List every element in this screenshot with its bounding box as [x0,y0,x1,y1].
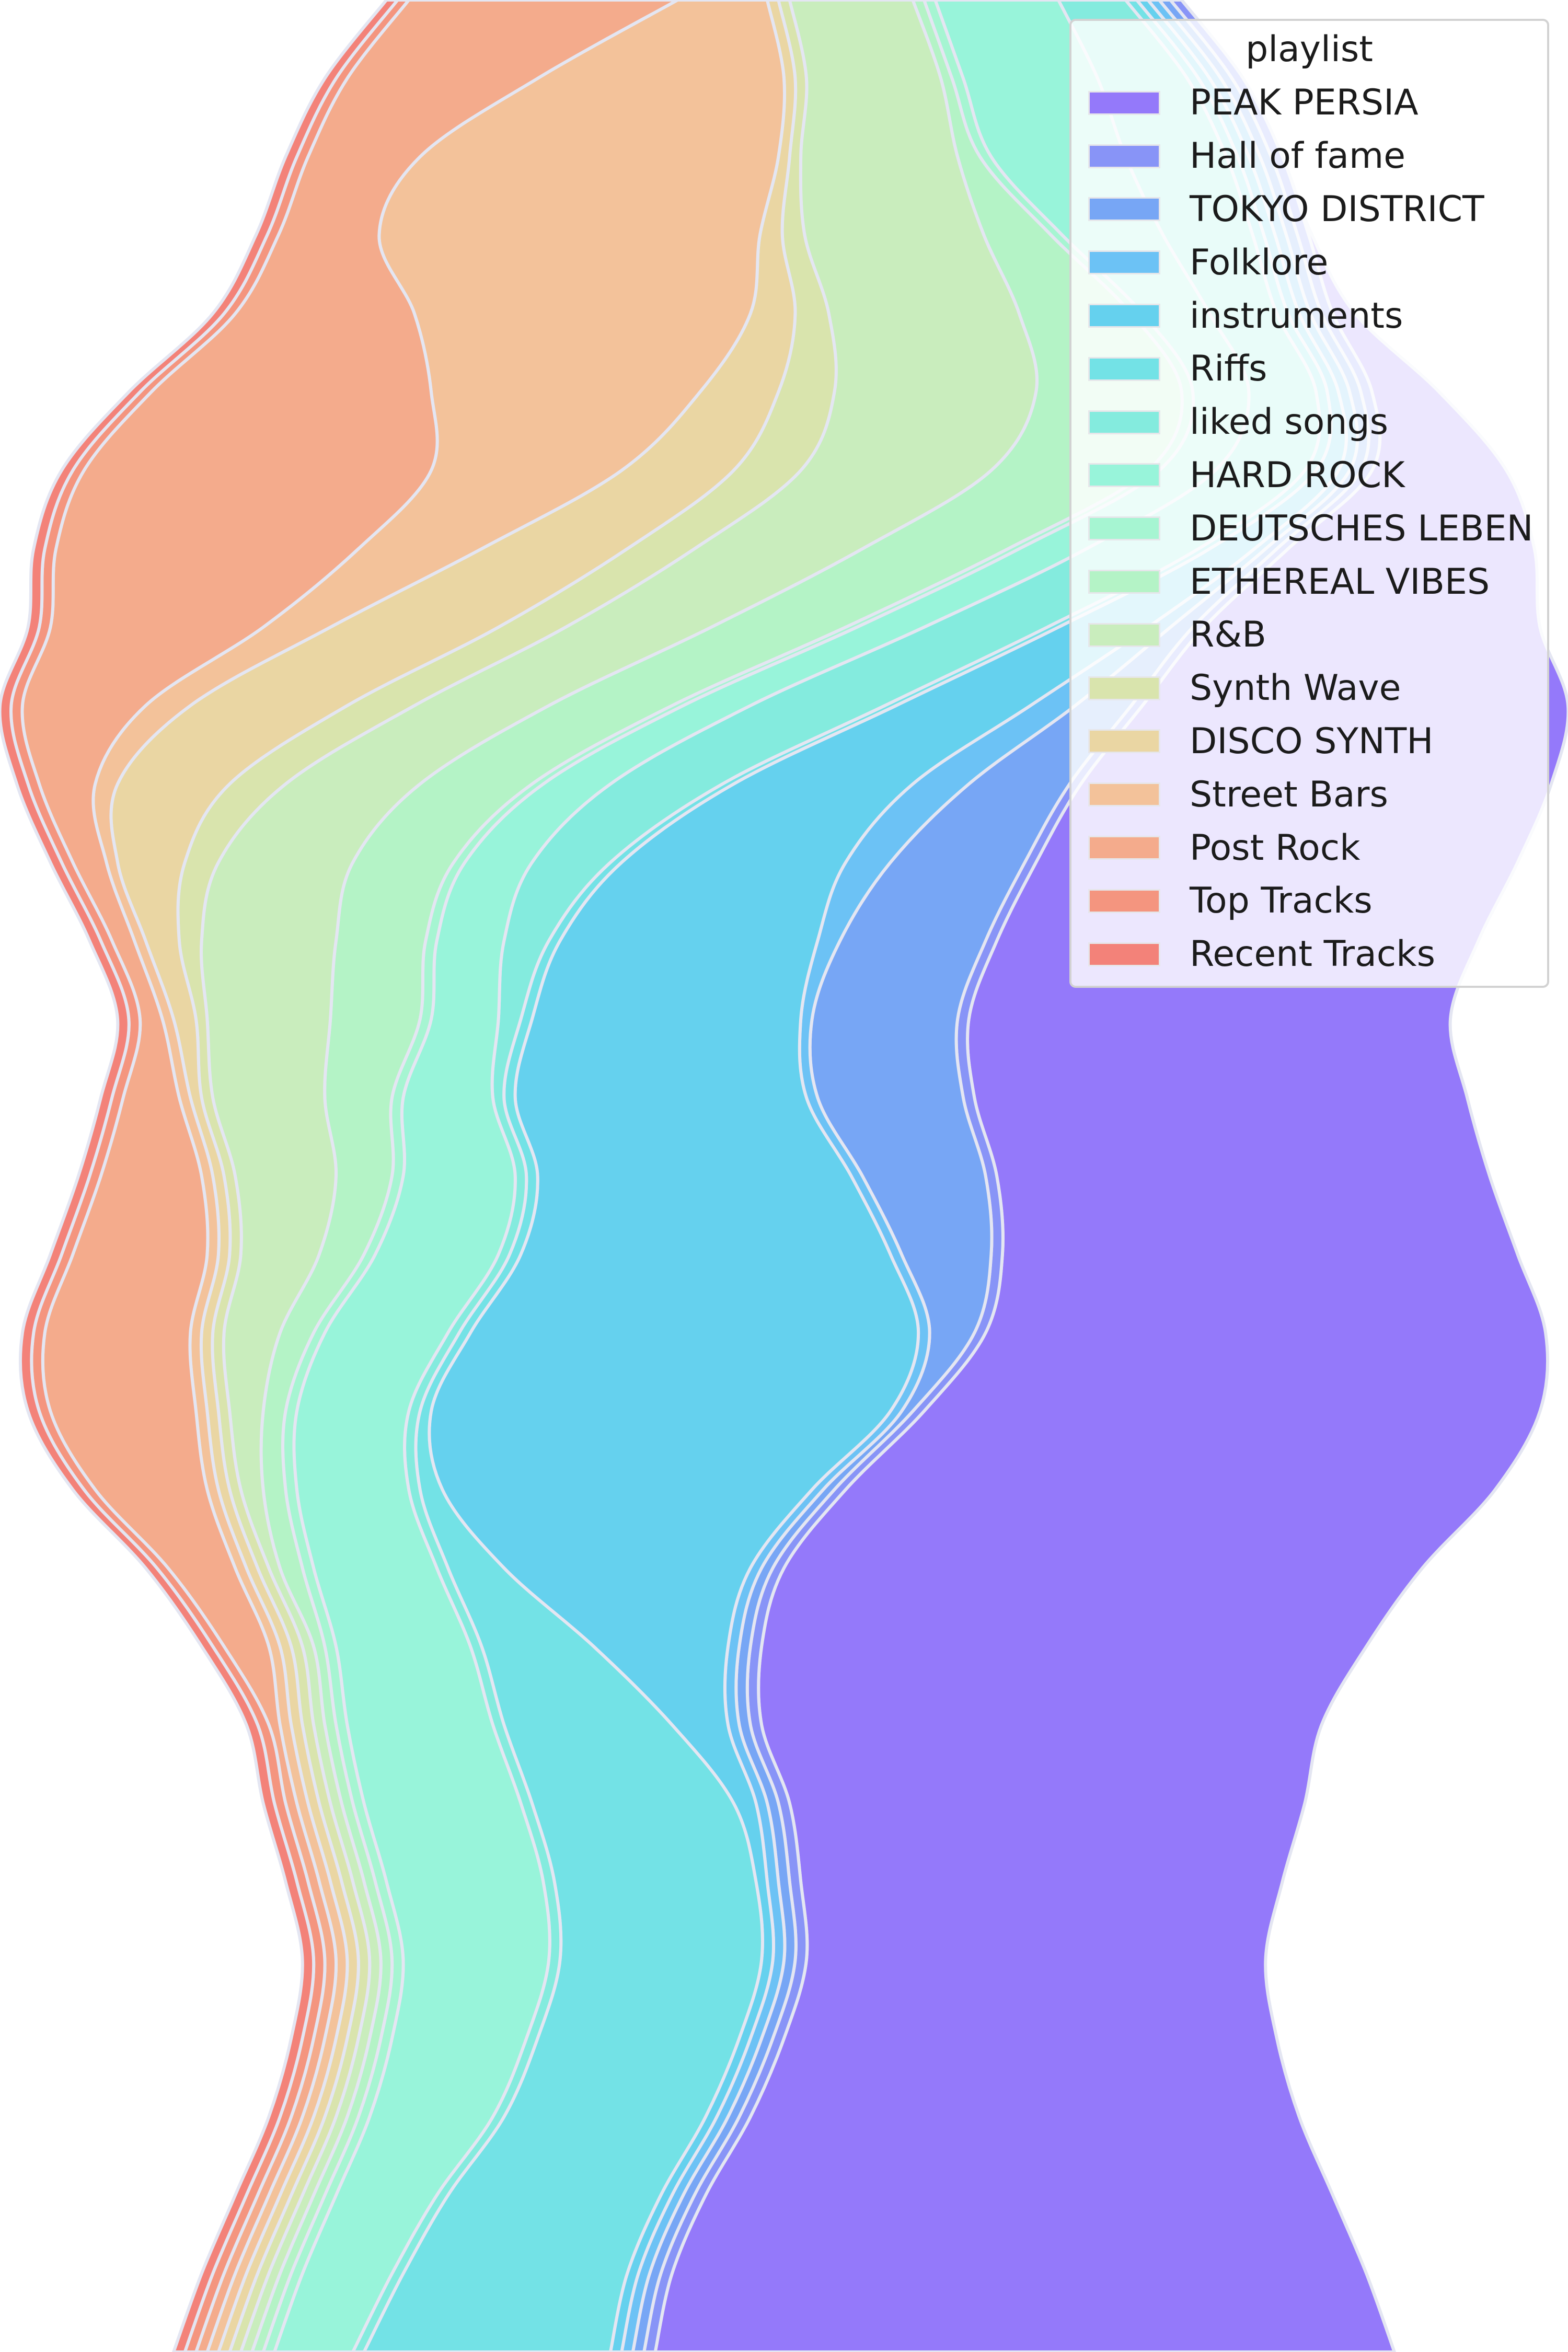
legend-label: DEUTSCHES LEBEN [1190,508,1534,549]
legend-swatch [1088,622,1160,647]
legend-list: PEAK PERSIA Hall of fame TOKYO DISTRICT Fol… [1071,76,1547,981]
legend-label: Post Rock [1190,827,1361,869]
legend-label: Synth Wave [1190,667,1401,709]
legend-label: Hall of fame [1190,135,1406,177]
legend-item: Recent Tracks [1071,928,1547,981]
legend-item: Folklore [1071,236,1547,289]
legend-item: Street Bars [1071,768,1547,821]
legend-item: liked songs [1071,396,1547,449]
legend-item: HARD ROCK [1071,449,1547,502]
legend-swatch [1088,90,1160,115]
legend-label: DISCO SYNTH [1190,720,1434,762]
legend-item: PEAK PERSIA [1071,76,1547,130]
legend-item: TOKYO DISTRICT [1071,183,1547,236]
legend-label: Riffs [1190,348,1267,390]
legend-swatch [1088,144,1160,168]
legend-label: Recent Tracks [1190,933,1435,975]
legend-label: instruments [1190,295,1403,337]
legend-swatch [1088,304,1160,328]
legend-item: Post Rock [1071,821,1547,874]
legend-swatch [1088,410,1160,434]
legend: playlist PEAK PERSIA Hall of fame TOKYO DI… [1069,19,1549,988]
legend-item: R&B [1071,608,1547,662]
legend-swatch [1088,197,1160,222]
legend-swatch [1088,729,1160,754]
legend-item: Hall of fame [1071,130,1547,183]
legend-swatch [1088,782,1160,807]
legend-label: R&B [1190,614,1266,656]
legend-swatch [1088,942,1160,966]
legend-label: PEAK PERSIA [1190,82,1419,124]
legend-item: instruments [1071,289,1547,342]
legend-item: Top Tracks [1071,874,1547,928]
legend-swatch [1088,676,1160,700]
legend-swatch [1088,836,1160,860]
legend-label: ETHEREAL VIBES [1190,561,1490,603]
legend-item: ETHEREAL VIBES [1071,555,1547,608]
legend-swatch [1088,356,1160,381]
legend-label: HARD ROCK [1190,454,1405,496]
legend-swatch [1088,570,1160,594]
legend-label: Top Tracks [1190,880,1373,922]
legend-item: Synth Wave [1071,662,1547,715]
legend-item: DISCO SYNTH [1071,715,1547,768]
legend-swatch [1088,463,1160,488]
legend-label: TOKYO DISTRICT [1190,188,1484,230]
legend-item: Riffs [1071,342,1547,396]
legend-swatch [1088,516,1160,541]
legend-label: liked songs [1190,401,1389,443]
legend-label: Folklore [1190,241,1329,283]
legend-item: DEUTSCHES LEBEN [1071,502,1547,555]
legend-label: Street Bars [1190,774,1388,815]
legend-swatch [1088,250,1160,275]
legend-title: playlist [1246,29,1373,70]
legend-swatch [1088,889,1160,913]
stream-recent-tracks [0,0,399,2352]
